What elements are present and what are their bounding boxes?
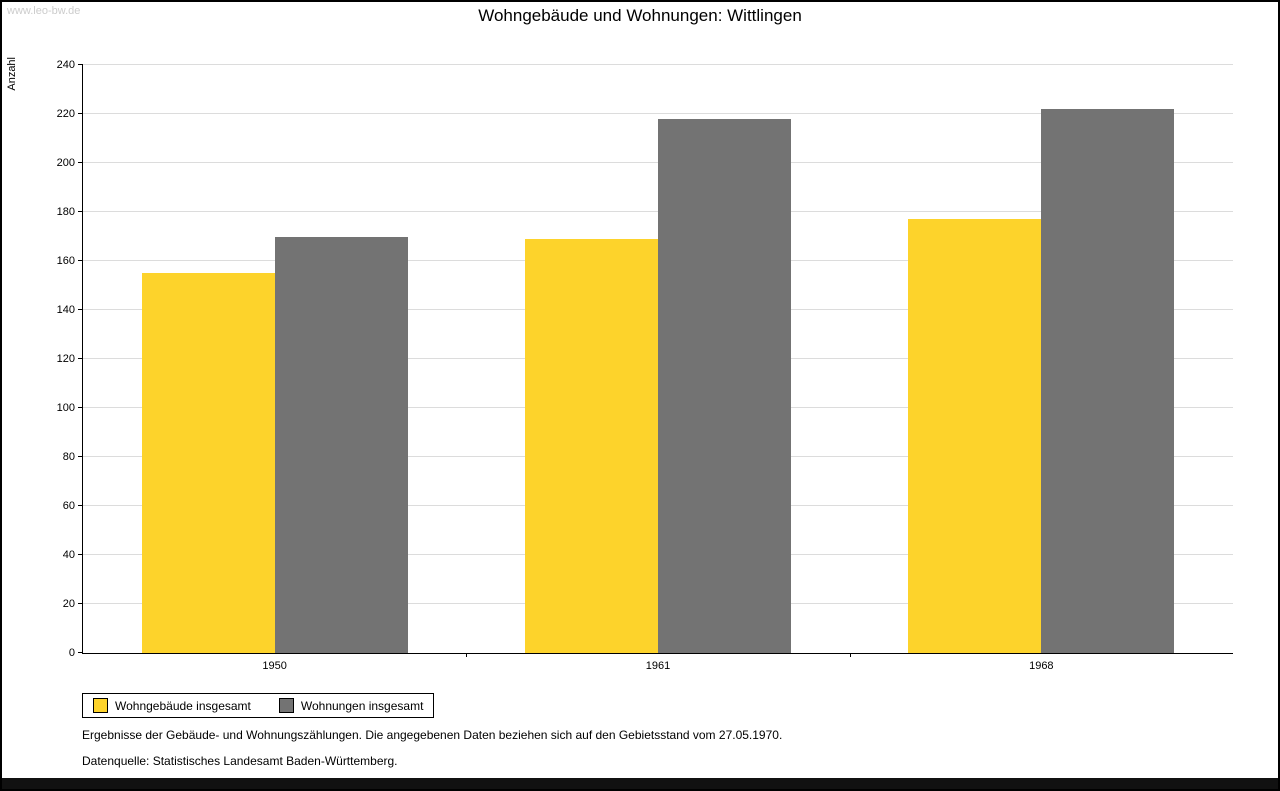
y-tick: [78, 652, 83, 653]
y-tick: [78, 554, 83, 555]
bar-1961-series-1: [658, 118, 791, 653]
y-tick: [78, 603, 83, 604]
legend-item: Wohngebäude insgesamt: [93, 698, 251, 713]
legend: Wohngebäude insgesamt Wohnungen insgesam…: [82, 693, 435, 718]
y-tick-label: 60: [62, 500, 75, 512]
gridline: [83, 64, 1233, 65]
y-tick-label: 160: [56, 255, 75, 267]
legend-swatch-wohngebaeude: [93, 698, 108, 713]
y-tick: [78, 407, 83, 408]
y-tick-label: 80: [62, 451, 75, 463]
bottom-border-bar: [2, 778, 1278, 789]
y-tick-label: 0: [68, 647, 75, 659]
y-tick-label: 20: [62, 598, 75, 610]
chart-title: Wohngebäude und Wohnungen: Wittlingen: [478, 6, 802, 25]
y-tick: [78, 309, 83, 310]
watermark-url: www.leo-bw.de: [7, 5, 81, 17]
y-tick-label: 120: [56, 353, 75, 365]
y-tick-label: 200: [56, 157, 75, 169]
x-tick: [849, 653, 851, 657]
y-tick: [78, 211, 83, 212]
bar-1961-series-0: [525, 238, 658, 653]
x-axis-label: 1950: [262, 660, 287, 672]
y-tick-label: 100: [56, 402, 75, 414]
bar-1950-series-1: [274, 236, 408, 653]
footnote-source-note: Ergebnisse der Gebäude- und Wohnungszähl…: [82, 728, 783, 742]
y-tick: [78, 260, 83, 261]
y-tick-label: 140: [56, 304, 75, 316]
plot-area: 0 20 40 60 80 100 120 140 160 180 200 220 240 1950 196…: [57, 59, 1233, 672]
bar-1950-series-0: [141, 273, 275, 653]
x-tick: [466, 653, 468, 657]
y-tick-label: 240: [56, 59, 75, 71]
legend-label: Wohnungen insgesamt: [300, 698, 424, 713]
y-tick: [78, 113, 83, 114]
y-tick: [78, 64, 83, 65]
y-tick: [78, 456, 83, 457]
legend-swatch-wohnungen: [278, 698, 294, 713]
gridline: [83, 113, 1233, 114]
y-tick-label: 40: [62, 549, 75, 561]
footnote-data-source: Datenquelle: Statistisches Landesamt Bad…: [82, 754, 398, 768]
y-tick-label: 220: [56, 108, 75, 120]
y-tick-label: 180: [56, 206, 75, 218]
y-axis-title: Anzahl: [6, 57, 18, 91]
x-axis-label: 1961: [645, 660, 671, 672]
x-axis-label: 1968: [1029, 660, 1054, 672]
y-tick: [78, 162, 83, 163]
y-tick: [78, 358, 83, 359]
y-tick: [78, 505, 83, 506]
bar-1968-series-1: [1041, 109, 1175, 653]
legend-item: Wohnungen insgesamt: [278, 698, 424, 713]
bar-1968-series-0: [908, 219, 1042, 653]
legend-label: Wohngebäude insgesamt: [115, 698, 251, 713]
